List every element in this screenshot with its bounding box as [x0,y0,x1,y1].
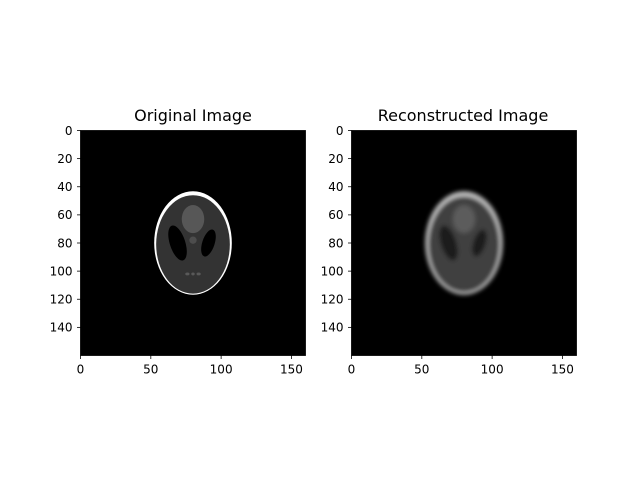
image-region-brain [156,195,230,294]
y-tick-label: 20 [328,152,343,166]
image-region-right-ventricle [472,229,487,257]
x-tick-label: 100 [481,363,504,377]
original-image-x-ticks: 0 50 100 150 [77,355,303,377]
image-region-center-dot [189,236,197,244]
image-region-brain [428,196,500,293]
y-tick-label: 0 [65,124,73,138]
reconstructed-image-x-ticks: 0 50 100 150 [348,355,574,377]
x-tick-label: 150 [551,363,574,377]
y-tick-label: 140 [321,321,344,335]
y-tick-label: 140 [50,321,73,335]
y-tick-label: 40 [328,180,343,194]
y-tick-label: 60 [57,208,72,222]
original-image-panel: Original Image 0 50 100 150 0 20 40 60 80 100 120… [50,106,306,377]
x-tick-label: 0 [348,363,356,377]
x-tick-label: 50 [143,363,158,377]
original-image-y-ticks: 0 20 40 60 80 100 120 140 [50,124,81,335]
reconstructed-image-panel: Reconstructed Image 0 50 100 150 0 20 40 60 80 1… [321,106,577,377]
y-tick-label: 20 [57,152,72,166]
image-region-left-ventricle [439,225,458,261]
x-tick-label: 100 [210,363,233,377]
reconstructed-image-axes: 0 50 100 150 0 20 40 60 80 100 120 140 [321,124,577,377]
x-tick-label: 150 [280,363,303,377]
y-tick-label: 60 [328,208,343,222]
original-image-title: Original Image [134,106,252,125]
y-tick-label: 100 [321,264,344,278]
reconstructed-image-title: Reconstructed Image [378,106,549,125]
original-image-heatmap [80,130,306,356]
x-tick-label: 0 [77,363,85,377]
y-tick-label: 80 [57,236,72,250]
y-tick-label: 40 [57,180,72,194]
x-tick-label: 50 [414,363,429,377]
image-region-small-dot-3 [196,272,201,276]
y-tick-label: 120 [50,293,73,307]
y-tick-label: 0 [336,124,344,138]
image-region-left-ventricle [168,225,187,261]
image-region-top-blob [181,205,205,234]
original-image-axes: 0 50 100 150 0 20 40 60 80 100 120 140 [50,124,306,377]
image-region-top-blob [452,205,476,234]
y-tick-label: 120 [321,293,344,307]
reconstructed-image-heatmap [351,130,577,356]
image-region-right-ventricle [201,229,216,257]
y-tick-label: 80 [328,236,343,250]
image-region-small-dot-2 [191,272,195,276]
reconstructed-image-y-ticks: 0 20 40 60 80 100 120 140 [321,124,352,335]
y-tick-label: 100 [50,264,73,278]
image-region-small-dot-1 [185,272,190,276]
